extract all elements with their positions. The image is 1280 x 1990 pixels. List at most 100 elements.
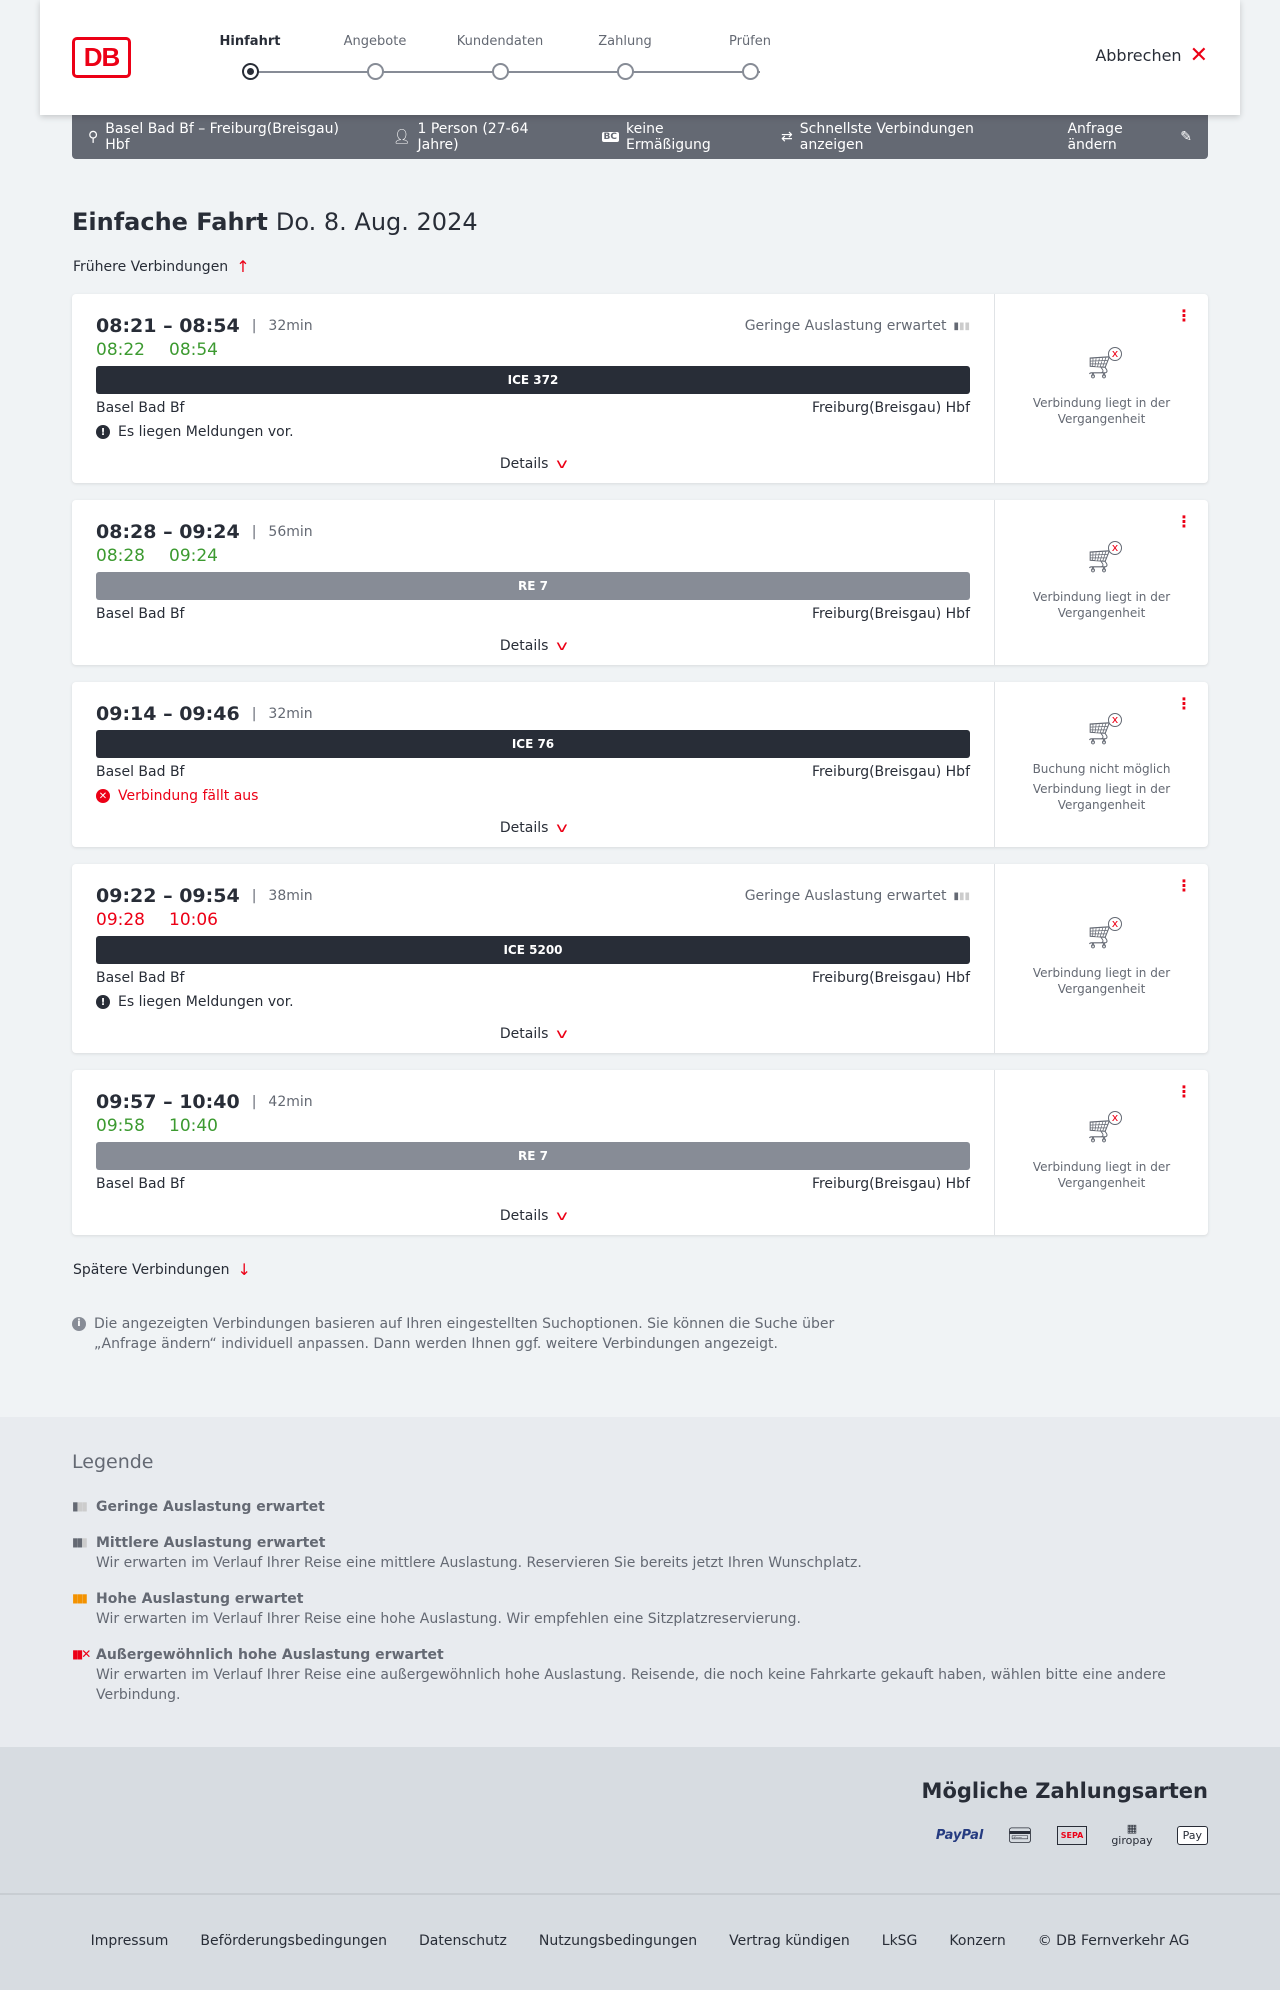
scheduled-times: 09:14 – 09:46	[96, 703, 240, 725]
realtime-arrival: 10:06	[169, 910, 218, 930]
separator: |	[251, 706, 257, 722]
details-toggle[interactable]: Details v	[96, 816, 970, 840]
cart-unavailable-icon: 🛒︎ x	[1085, 346, 1122, 381]
booking-panel: ⋮ 🛒︎ x Verbindung liegt in der Vergangenhei…	[995, 1070, 1208, 1235]
step-hinfahrt: Hinfahrt	[219, 34, 281, 49]
legend-item-text: Wir erwarten im Verlauf Ihrer Reise eine…	[96, 1667, 1166, 1703]
duration: 38min	[268, 888, 313, 904]
message-text: Es liegen Meldungen vor.	[118, 994, 294, 1010]
cart-unavailable-icon: 🛒︎ x	[1085, 540, 1122, 575]
apple-pay-logo: Pay	[1176, 1825, 1208, 1845]
origin-station: Basel Bad Bf	[96, 970, 185, 986]
train-name: RE 7	[518, 1149, 548, 1163]
trip-date: Do. 8. Aug. 2024	[275, 208, 478, 236]
destination-station: Freiburg(Breisgau) Hbf	[811, 400, 970, 416]
train-bar[interactable]: ICE 372	[96, 366, 970, 394]
connection-message: ! Es liegen Meldungen vor.	[96, 420, 970, 444]
realtime-times: 08:22 08:54	[96, 338, 970, 362]
details-toggle[interactable]: Details v	[96, 1204, 970, 1228]
chevron-down-icon: v	[556, 638, 569, 654]
page-title: Einfache Fahrt Do. 8. Aug. 2024	[72, 208, 478, 236]
more-options-icon[interactable]: ⋮	[1176, 1082, 1192, 1101]
realtime-times: 09:58 10:40	[96, 1114, 970, 1138]
connection-message: ! Es liegen Meldungen vor.	[96, 990, 970, 1014]
origin-station: Basel Bad Bf	[96, 764, 185, 780]
more-options-icon[interactable]: ⋮	[1176, 306, 1192, 325]
footer-link[interactable]: Beförderungsbedingungen	[200, 1932, 387, 1949]
db-logo[interactable]: DB	[72, 37, 131, 78]
details-toggle[interactable]: Details v	[96, 1022, 970, 1046]
footer-link[interactable]: LkSG	[881, 1932, 918, 1949]
connection-card[interactable]: 08:28 – 09:24 | 56min 08:28 09:24 RE 7 Basel B…	[72, 500, 1208, 665]
earlier-connections-link[interactable]: Frühere Verbindungen ↑	[73, 257, 250, 276]
edit-request-button[interactable]: Anfrage ändern ✎	[1067, 121, 1192, 153]
connection-info: 09:14 – 09:46 | 32min ICE 76 Basel Bad Bf Fre…	[72, 682, 995, 847]
footer: Impressum Beförderungsbedingungen Datensch…	[0, 1893, 1280, 1990]
footer-link[interactable]: Nutzungsbedingungen	[538, 1932, 698, 1949]
realtime-times: 09:28 10:06	[96, 908, 970, 932]
trip-type: Einfache Fahrt	[72, 208, 268, 236]
occupancy-label: Geringe Auslastung erwartet	[744, 888, 947, 904]
connection-list: 08:21 – 08:54 | 32min Geringe Auslastung er…	[72, 294, 1208, 1252]
connection-card[interactable]: 08:21 – 08:54 | 32min Geringe Auslastung er…	[72, 294, 1208, 483]
details-toggle[interactable]: Details v	[96, 634, 970, 658]
connection-card[interactable]: 09:57 – 10:40 | 42min 09:58 10:40 RE 7 Basel B…	[72, 1070, 1208, 1235]
connection-card[interactable]: 09:14 – 09:46 | 32min ICE 76 Basel Bad Bf Fre…	[72, 682, 1208, 847]
footer-link[interactable]: Vertrag kündigen	[729, 1932, 850, 1949]
apple-pay-text: Pay	[1182, 1828, 1202, 1842]
occupancy-level-icon: ▮▮▮	[72, 1499, 88, 1513]
more-options-icon[interactable]: ⋮	[1176, 876, 1192, 895]
logo-text: DB	[83, 42, 121, 72]
location-pin-icon: ⚲	[88, 129, 99, 145]
booking-panel: ⋮ 🛒︎ x Verbindung liegt in der Vergangenhei…	[995, 294, 1208, 483]
footer-link[interactable]: © DB Fernverkehr AG	[1037, 1932, 1190, 1949]
realtime-arrival: 08:54	[169, 340, 218, 360]
step-dot	[617, 63, 634, 80]
footer-link[interactable]: Impressum	[90, 1932, 169, 1949]
credit-card-icon: 💳︎	[1007, 1823, 1033, 1847]
info-icon: i	[72, 1317, 86, 1331]
connection-card[interactable]: 09:22 – 09:54 | 38min Geringe Auslastung er…	[72, 864, 1208, 1053]
legend-item-title: Hohe Auslastung erwartet	[96, 1591, 304, 1607]
footer-link[interactable]: Konzern	[949, 1932, 1006, 1949]
step-dot	[492, 63, 509, 80]
connection-info: 08:28 – 09:24 | 56min 08:28 09:24 RE 7 Basel B…	[72, 500, 995, 665]
legend-item: ▮▮▮ Mittlere Auslastung erwartet Wir erwar…	[72, 1533, 1208, 1573]
origin-station: Basel Bad Bf	[96, 400, 185, 416]
occupancy-info: Geringe Auslastung erwartet ▮▮▮	[745, 888, 970, 904]
train-bar[interactable]: RE 7	[96, 1142, 970, 1170]
scheduled-times: 08:28 – 09:24	[96, 521, 240, 543]
edit-label: Anfrage ändern	[1067, 121, 1123, 153]
connection-info: 08:21 – 08:54 | 32min Geringe Auslastung er…	[72, 294, 995, 483]
details-label: Details	[499, 820, 549, 836]
search-summary-bar: ⚲ Basel Bad Bf – Freiburg(Breisgau) Hbf 👤…	[72, 115, 1208, 159]
earlier-label: Frühere Verbindungen	[73, 258, 229, 275]
cancel-button[interactable]: Abbrechen ✕	[1095, 42, 1208, 68]
destination-station: Freiburg(Breisgau) Hbf	[811, 606, 970, 622]
realtime-arrival: 10:40	[169, 1116, 218, 1136]
close-icon: ✕	[1189, 42, 1208, 68]
destination-station: Freiburg(Breisgau) Hbf	[811, 970, 970, 986]
train-bar[interactable]: RE 7	[96, 572, 970, 600]
info-note: i Die angezeigten Verbindungen basieren a…	[72, 1314, 852, 1354]
more-options-icon[interactable]: ⋮	[1176, 512, 1192, 531]
legend-item-text: Wir erwarten im Verlauf Ihrer Reise eine…	[96, 1611, 801, 1627]
legend-item: ▮▮▮ Hohe Auslastung erwartet Wir erwarten …	[72, 1589, 1208, 1629]
discount: keine Ermäßigung	[625, 121, 711, 153]
more-options-icon[interactable]: ⋮	[1176, 694, 1192, 713]
pencil-icon: ✎	[1180, 129, 1192, 145]
chevron-down-icon: v	[556, 1026, 569, 1042]
train-bar[interactable]: ICE 76	[96, 730, 970, 758]
later-connections-link[interactable]: Spätere Verbindungen ↓	[73, 1260, 251, 1279]
cancel-label: Abbrechen	[1095, 46, 1182, 65]
origin-station: Basel Bad Bf	[96, 1176, 185, 1192]
connection-info: 09:22 – 09:54 | 38min Geringe Auslastung er…	[72, 864, 995, 1053]
occupancy-label: Geringe Auslastung erwartet	[744, 318, 947, 334]
realtime-departure: 09:58	[96, 1116, 145, 1136]
footer-link[interactable]: Datenschutz	[418, 1932, 507, 1949]
details-toggle[interactable]: Details v	[96, 452, 970, 476]
legend-item-text: Wir erwarten im Verlauf Ihrer Reise eine…	[96, 1555, 862, 1571]
details-label: Details	[499, 1208, 549, 1224]
train-bar[interactable]: ICE 5200	[96, 936, 970, 964]
realtime-arrival: 09:24	[169, 546, 218, 566]
